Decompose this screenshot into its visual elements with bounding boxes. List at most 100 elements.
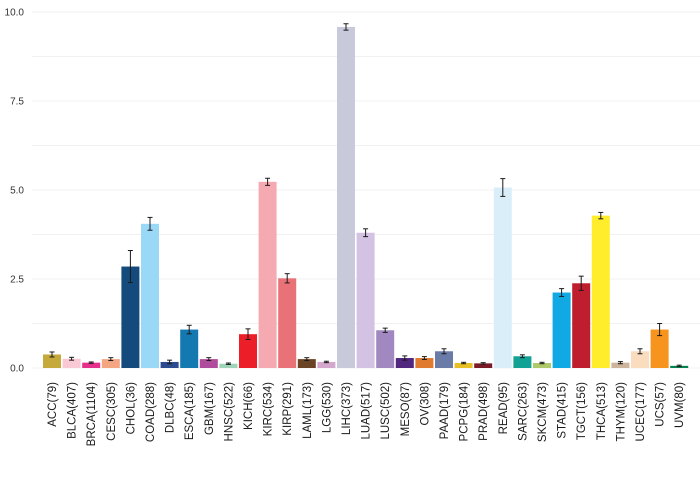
x-tick-label: KICH(66): [243, 382, 255, 430]
error-bar: [559, 288, 565, 297]
x-tick-label: BRCA(1104): [86, 382, 98, 447]
error-bar: [382, 327, 388, 333]
bar: [631, 351, 649, 368]
x-tick-label: LAML(173): [302, 382, 314, 439]
x-tick-label: ACC(79): [47, 382, 59, 427]
error-bar: [108, 357, 114, 362]
x-tick-label: UCEC(177): [635, 382, 647, 442]
bar: [121, 266, 140, 368]
bar: [101, 359, 120, 368]
y-tick-label: 5.0: [10, 186, 24, 197]
bar: [297, 359, 316, 368]
error-bar: [284, 273, 290, 284]
y-axis: 0.0 2.5 5.0 7.5 10.0: [5, 8, 25, 375]
error-bar: [480, 362, 486, 365]
error-bar: [304, 357, 310, 362]
x-tick-label: SARC(263): [517, 382, 529, 441]
bar: [141, 223, 159, 368]
bar: [395, 358, 414, 368]
x-tick-label: COAD(288): [145, 382, 157, 442]
error-bar: [323, 360, 329, 364]
bar: [258, 181, 277, 368]
bar: [317, 361, 336, 368]
bar: [199, 359, 218, 368]
x-tick-label: ESCA(185): [184, 382, 196, 440]
x-tick-label: BLCA(407): [67, 382, 79, 439]
error-bar: [167, 359, 173, 365]
bar: [474, 363, 493, 368]
x-tick-label: LUAD(517): [361, 382, 373, 440]
bar: [454, 363, 473, 368]
bar: [278, 278, 297, 368]
bar: [552, 292, 571, 368]
bar: [513, 356, 532, 368]
bar: [219, 363, 238, 368]
x-tick-label: CESC(305): [106, 382, 118, 441]
x-tick-label: PCPG(184): [459, 382, 471, 442]
bar: [533, 363, 551, 368]
error-bar: [657, 323, 663, 337]
bar: [572, 283, 591, 368]
x-tick-label: THCA(513): [596, 382, 608, 440]
x-tick-label: KIRP(291): [282, 382, 294, 436]
bar: [82, 362, 101, 368]
bar: [43, 354, 61, 368]
bar: [356, 232, 375, 368]
x-tick-label: LIHC(373): [341, 382, 353, 435]
bar: [180, 329, 199, 368]
error-bars: [49, 23, 682, 368]
x-tick-label: READ(95): [498, 382, 510, 435]
x-tick-label: SKCM(473): [537, 382, 549, 442]
error-bar: [421, 356, 427, 360]
error-bar: [343, 23, 349, 31]
x-tick-label: MESO(87): [400, 382, 412, 436]
bar: [611, 362, 630, 368]
error-bar: [441, 348, 447, 355]
x-tick-label: CHOL(36): [125, 382, 137, 435]
error-bar: [69, 356, 75, 361]
error-bar: [500, 178, 506, 197]
x-tick-label: STAD(415): [557, 382, 569, 439]
x-tick-label: KIRC(534): [263, 382, 275, 436]
error-bar: [225, 362, 231, 365]
y-tick-label: 2.5: [10, 275, 24, 286]
bars: [43, 26, 689, 369]
y-tick-label: 0.0: [10, 364, 24, 375]
error-bar: [186, 324, 192, 335]
error-bar: [147, 216, 153, 231]
error-bar: [127, 250, 133, 284]
bar: [415, 358, 434, 368]
x-tick-label: PAAD(179): [439, 382, 451, 439]
error-bar: [461, 361, 467, 365]
bar: [376, 330, 395, 368]
x-tick-label: UVM(80): [674, 382, 686, 428]
x-tick-label: LGG(530): [321, 382, 333, 433]
error-bar: [578, 275, 584, 291]
error-bar: [617, 361, 623, 365]
bar: [239, 334, 257, 368]
error-bar: [206, 357, 212, 362]
y-tick-label: 10.0: [5, 8, 25, 19]
x-tick-label: LUSC(502): [380, 382, 392, 440]
bar: [650, 329, 669, 368]
bar: [337, 26, 355, 369]
bar: [62, 358, 81, 368]
error-bar: [402, 355, 408, 361]
x-tick-label: DLBC(48): [165, 382, 177, 433]
error-bar: [49, 351, 55, 358]
x-tick-label: GBM(167): [204, 382, 216, 435]
error-bar: [88, 361, 94, 364]
error-bar: [598, 211, 604, 220]
bar: [493, 187, 512, 368]
x-tick-label: PRAD(498): [478, 382, 490, 441]
error-bar: [676, 364, 682, 368]
error-bar: [363, 228, 369, 238]
bar: [591, 215, 610, 368]
x-axis: ACC(79) BLCA(407) BRCA(1104) CESC(305) CHOL(…: [47, 382, 686, 447]
error-bar: [245, 328, 251, 341]
error-bar: [539, 361, 545, 365]
x-tick-label: UCS(57): [655, 382, 667, 427]
x-tick-label: THYM(120): [615, 382, 627, 442]
x-tick-label: OV(308): [419, 382, 431, 426]
